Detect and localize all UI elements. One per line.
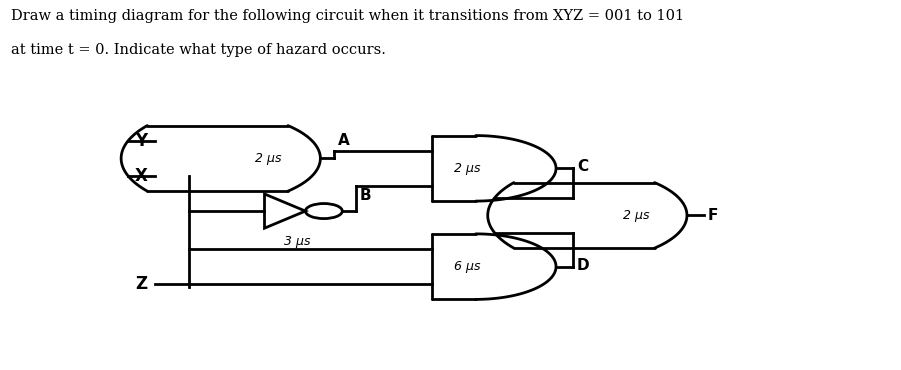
Text: at time t = 0. Indicate what type of hazard occurs.: at time t = 0. Indicate what type of haz… <box>11 43 386 57</box>
Text: 2 μs: 2 μs <box>255 152 282 165</box>
Text: 3 μs: 3 μs <box>285 235 311 248</box>
Text: F: F <box>708 208 718 223</box>
Text: B: B <box>359 188 371 202</box>
Text: A: A <box>338 134 350 148</box>
Text: D: D <box>577 258 589 273</box>
Text: C: C <box>577 159 588 174</box>
Text: 2 μs: 2 μs <box>623 209 650 222</box>
Text: Draw a timing diagram for the following circuit when it transitions from XYZ = 0: Draw a timing diagram for the following … <box>11 9 684 23</box>
Text: X: X <box>134 167 148 185</box>
Text: 2 μs: 2 μs <box>454 162 480 175</box>
Text: Y: Y <box>135 132 148 150</box>
Text: Z: Z <box>135 275 148 293</box>
Text: 6 μs: 6 μs <box>454 260 480 273</box>
